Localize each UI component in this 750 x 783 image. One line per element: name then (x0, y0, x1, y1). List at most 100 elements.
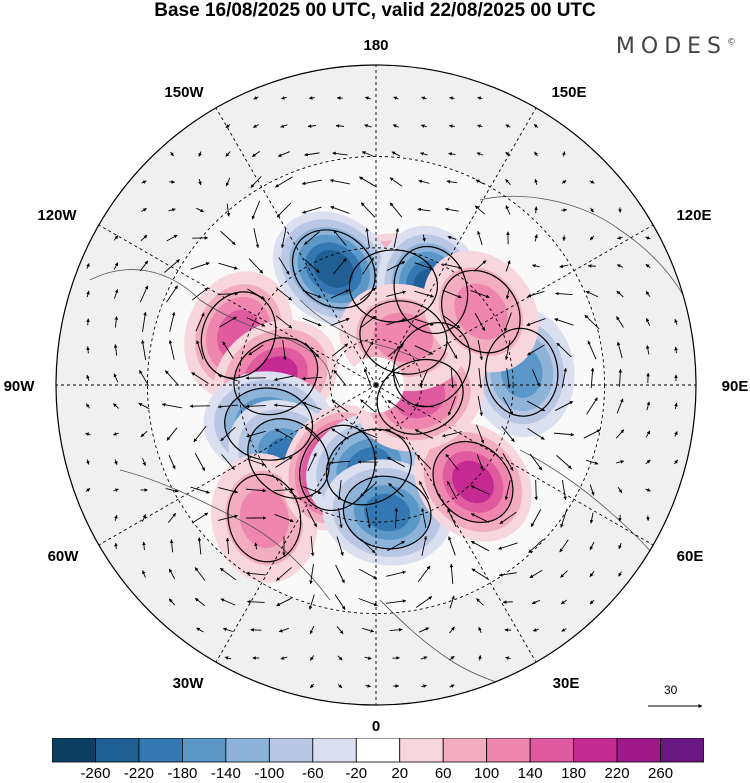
colorbar-swatch (486, 738, 531, 763)
wind-vector (331, 343, 349, 357)
anomaly-level (452, 460, 494, 504)
wind-vector (419, 369, 429, 387)
label-150E: 150E (551, 84, 586, 101)
wind-vector (478, 626, 482, 634)
wind-vector (443, 315, 461, 329)
wind-vector (449, 684, 455, 688)
wind-vector (478, 655, 482, 661)
wind-vector (386, 318, 406, 326)
wind-vector (393, 96, 399, 100)
wind-vector (247, 288, 265, 300)
wind-vector (338, 508, 343, 529)
meridian (215, 107, 377, 386)
wind-vector (586, 397, 598, 415)
wind-vector (560, 599, 567, 605)
wind-vector (422, 234, 426, 242)
wind-vector (218, 487, 239, 494)
wind-vector (532, 628, 539, 632)
wind-vector (304, 152, 320, 157)
wind-vector (589, 599, 595, 605)
wind-vector (441, 431, 462, 438)
wind-vector (275, 315, 293, 329)
colorbar-swatch (573, 738, 618, 763)
wind-vector (449, 595, 455, 609)
wind-vector (615, 429, 625, 439)
wind-vectors (85, 96, 678, 689)
wind-vector (645, 345, 650, 355)
wind-vector (362, 341, 374, 359)
wind-vector (585, 290, 599, 298)
wind-vector (505, 124, 511, 128)
wind-vector (275, 287, 293, 301)
wind-vector (248, 258, 264, 274)
wind-vector (498, 572, 517, 577)
wind-vector (196, 207, 205, 213)
label-120E: 120E (676, 207, 711, 224)
wind-vector (362, 257, 374, 275)
wind-vector (113, 262, 119, 270)
wind-vector (502, 397, 514, 416)
wind-vector (247, 599, 265, 604)
wind-vector (476, 454, 484, 470)
wind-vector (169, 539, 174, 553)
wind-vector (616, 398, 624, 414)
wind-vector (618, 514, 622, 522)
colorbar-tick-label: -140 (210, 765, 241, 782)
graticule (56, 65, 696, 705)
wind-vector (252, 124, 259, 128)
wind-vector (302, 401, 322, 410)
wind-vector (448, 536, 456, 556)
wind-vector (393, 227, 400, 248)
meridian (375, 384, 537, 663)
wind-vector (165, 488, 179, 493)
wind-vector (442, 263, 463, 270)
wind-vector (253, 228, 260, 249)
wind-vector (252, 150, 260, 158)
wind-vector (170, 151, 174, 157)
wind-vector (617, 236, 623, 240)
wind-vector (330, 317, 350, 326)
contour-line (325, 428, 412, 506)
wind-vector (273, 375, 294, 382)
wind-vector (561, 628, 567, 632)
wind-vector (364, 656, 372, 660)
anomaly-center (414, 422, 532, 542)
wind-vector (334, 594, 346, 610)
colorbar-swatch (442, 738, 488, 763)
wind-vector (218, 374, 238, 382)
wind-vector (225, 537, 230, 555)
wind-vector (674, 402, 678, 410)
logo-text: MODES (615, 34, 727, 59)
wind-vector (421, 96, 427, 100)
wind-vector (194, 567, 206, 581)
wind-vector (278, 257, 290, 275)
wind-vector (559, 539, 569, 553)
wind-vector (86, 403, 90, 409)
wind-vector (420, 124, 427, 128)
wind-vector (246, 430, 266, 438)
wind-vector (470, 540, 490, 552)
wind-vector (86, 318, 90, 326)
map-border (55, 64, 697, 706)
wind-vector (418, 179, 430, 184)
wind-vector (358, 598, 378, 607)
wind-vector (250, 176, 262, 188)
contour-line (299, 424, 376, 512)
wind-vector (391, 151, 401, 157)
wind-vector (337, 480, 342, 501)
wind-vector (282, 340, 287, 361)
wind-vector (360, 202, 376, 218)
label-30E: 30E (553, 675, 580, 692)
colorbar-tick-label: -180 (167, 765, 198, 782)
wind-vector (246, 317, 266, 327)
wind-vector (476, 424, 485, 444)
wind-vector (218, 514, 239, 521)
wind-vector (587, 340, 597, 360)
wind-vector (533, 123, 539, 129)
colorbar-tick-label: -20 (345, 765, 368, 782)
wind-vector (645, 236, 651, 240)
wind-vector (280, 124, 288, 128)
wind-vector (190, 486, 210, 494)
wind-vector (194, 597, 206, 607)
wind-vector (358, 568, 378, 580)
